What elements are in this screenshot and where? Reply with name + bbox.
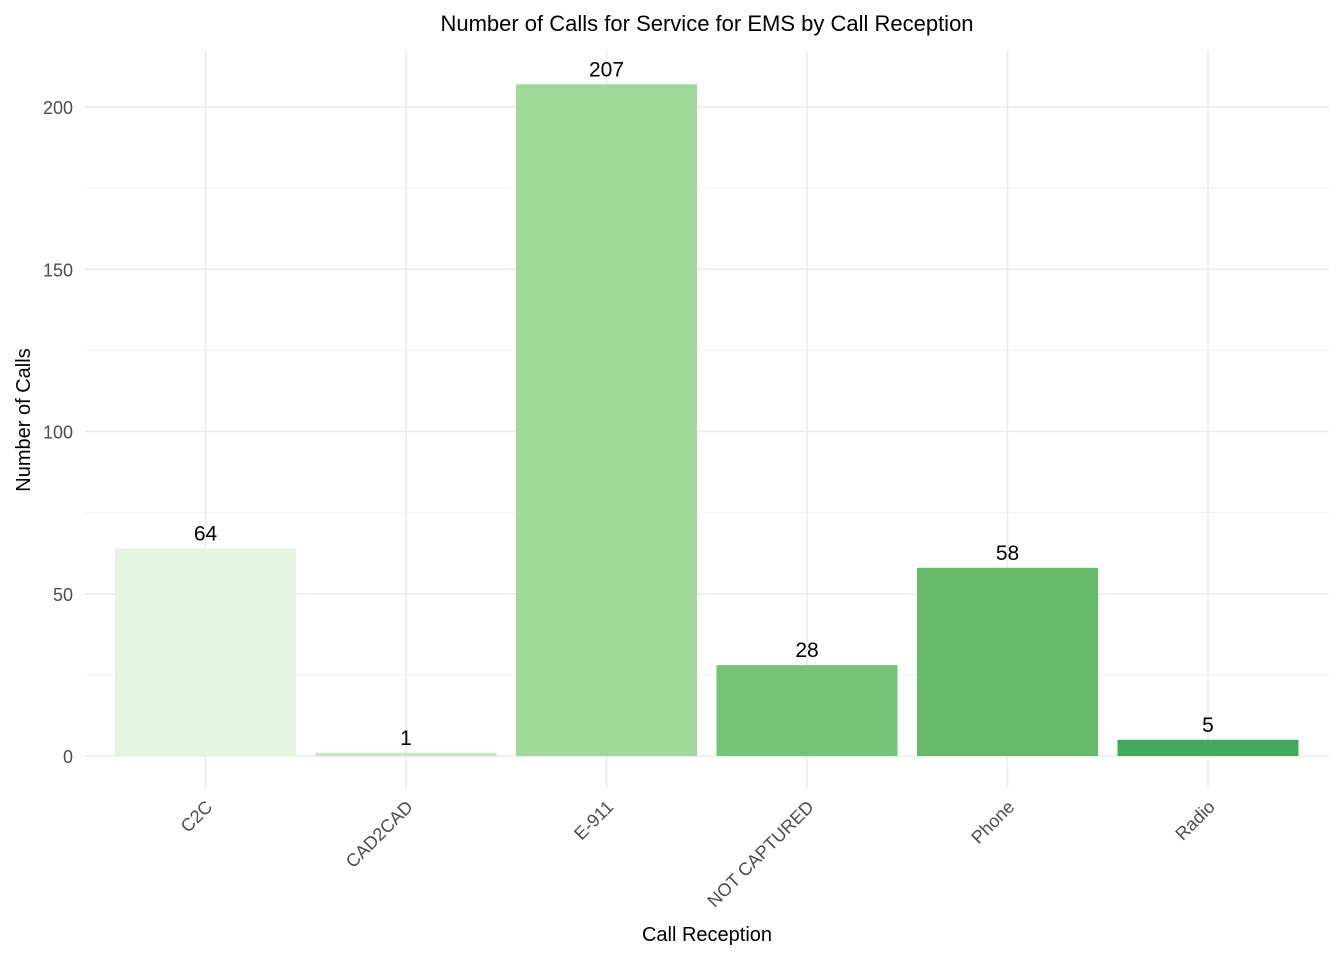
x-tick-label: Phone (967, 797, 1018, 848)
x-tick-label: CAD2CAD (342, 797, 417, 872)
bar (917, 567, 1098, 756)
y-tick-label: 100 (43, 423, 73, 443)
y-axis-title: Number of Calls (13, 348, 35, 491)
x-tick-label: C2C (177, 797, 217, 837)
y-axis-ticks: 0 50 100 150 200 (43, 98, 73, 767)
chart-title: Number of Calls for Service for EMS by C… (440, 11, 973, 36)
bars (115, 84, 1299, 756)
x-axis-ticks: C2C CAD2CAD E-911 NOT CAPTURED Phone Radio (177, 797, 1219, 911)
x-tick-label: NOT CAPTURED (703, 797, 817, 911)
bar (1117, 739, 1299, 756)
bar (516, 84, 697, 756)
y-tick-label: 0 (63, 747, 73, 767)
bar (315, 752, 497, 756)
x-tick-label: Radio (1171, 797, 1218, 844)
y-tick-label: 50 (53, 585, 73, 605)
data-label: 58 (996, 542, 1019, 565)
bar (115, 548, 296, 756)
data-label: 64 (194, 522, 218, 545)
bar (716, 665, 898, 756)
data-label: 1 (400, 727, 412, 750)
data-label: 207 (589, 58, 624, 81)
data-label: 28 (795, 639, 818, 662)
data-label: 5 (1202, 714, 1214, 737)
x-tick-label: E-911 (570, 797, 617, 844)
y-tick-label: 200 (43, 98, 73, 118)
x-axis-title: Call Reception (642, 924, 772, 946)
y-tick-label: 150 (43, 260, 73, 280)
data-labels: 64 1 207 28 58 5 (194, 58, 1214, 749)
